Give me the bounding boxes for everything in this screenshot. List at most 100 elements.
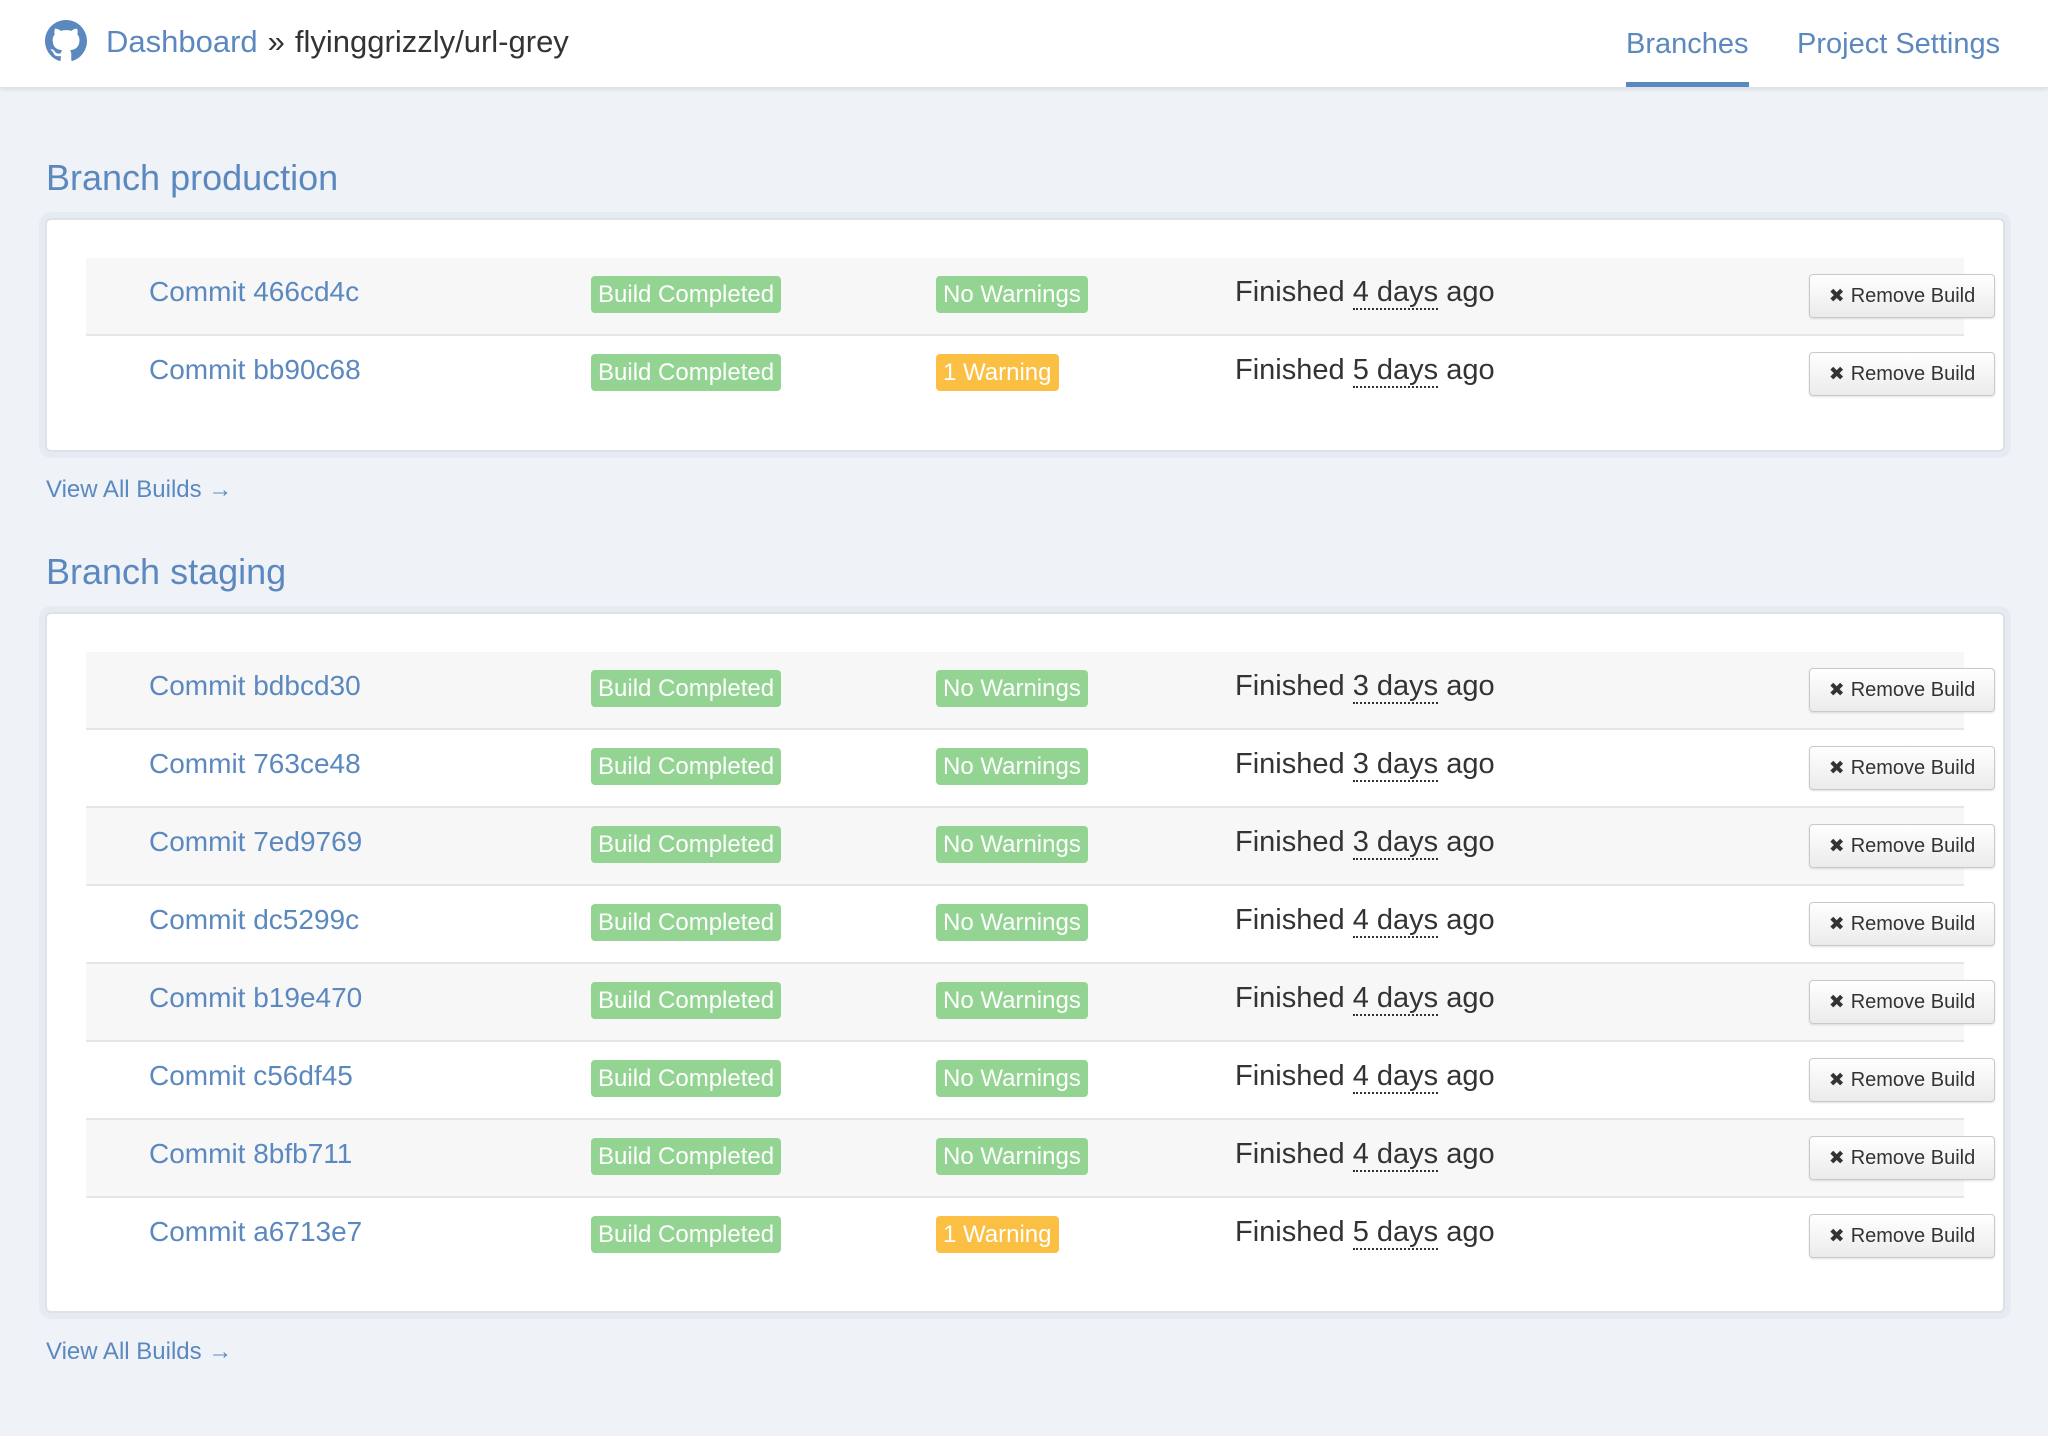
remove-build-label: Remove Build [1850, 835, 1976, 857]
commit-link[interactable]: Commit bdbcd30 [149, 670, 361, 701]
builds-panel: Commit 466cd4c Build Completed No Warnin… [45, 218, 2005, 452]
finished-suffix: ago [1446, 276, 1495, 308]
remove-build-button[interactable]: ✖ Remove Build [1809, 668, 1995, 712]
remove-build-button[interactable]: ✖ Remove Build [1809, 824, 1995, 868]
commit-link[interactable]: Commit b19e470 [149, 982, 363, 1013]
finished-time: Finished 5 days ago [1235, 350, 1495, 390]
close-icon: ✖ [1828, 364, 1845, 385]
build-row: Commit bb90c68 Build Completed 1 Warning… [86, 336, 1995, 414]
build-row: Commit dc5299c Build Completed No Warnin… [86, 886, 1995, 964]
remove-build-label: Remove Build [1850, 285, 1976, 307]
commit-link[interactable]: Commit 7ed9769 [149, 826, 363, 857]
finished-prefix: Finished [1235, 354, 1345, 386]
build-status-badge: Build Completed [591, 1138, 782, 1175]
finished-relative-time: 3 days [1352, 748, 1439, 782]
remove-build-label: Remove Build [1850, 679, 1976, 701]
build-status-badge: Build Completed [591, 354, 782, 391]
finished-time: Finished 4 days ago [1235, 272, 1495, 312]
top-bar: Dashboard » flyinggrizzly/url-grey Branche… [0, 0, 2048, 88]
finished-suffix: ago [1446, 1138, 1495, 1170]
close-icon: ✖ [1828, 1070, 1845, 1091]
remove-build-button[interactable]: ✖ Remove Build [1809, 902, 1995, 946]
finished-suffix: ago [1446, 826, 1495, 858]
warnings-badge: No Warnings [936, 904, 1088, 941]
warnings-badge: No Warnings [936, 1138, 1088, 1175]
build-row: Commit b19e470 Build Completed No Warnin… [86, 964, 1995, 1042]
view-all-builds-link[interactable]: View All Builds → [46, 476, 233, 503]
tab-branches[interactable]: Branches [1626, 24, 1749, 87]
finished-prefix: Finished [1235, 904, 1345, 936]
github-icon[interactable] [45, 20, 87, 62]
finished-suffix: ago [1446, 1060, 1495, 1092]
branch-title: Branch staging [46, 551, 287, 592]
finished-time: Finished 3 days ago [1235, 744, 1495, 784]
dashboard-link[interactable]: Dashboard [106, 24, 258, 59]
warnings-badge: No Warnings [936, 982, 1088, 1019]
build-status-badge: Build Completed [591, 1060, 782, 1097]
build-status-badge: Build Completed [591, 276, 782, 313]
remove-build-button[interactable]: ✖ Remove Build [1809, 274, 1995, 318]
finished-relative-time: 4 days [1352, 276, 1439, 310]
commit-link[interactable]: Commit 466cd4c [149, 276, 360, 307]
finished-prefix: Finished [1235, 1216, 1345, 1248]
build-status-badge: Build Completed [591, 1216, 782, 1253]
build-row: Commit bdbcd30 Build Completed No Warnin… [86, 652, 1995, 730]
builds-panel: Commit bdbcd30 Build Completed No Warnin… [45, 612, 2005, 1313]
finished-prefix: Finished [1235, 276, 1345, 308]
finished-suffix: ago [1446, 904, 1495, 936]
finished-prefix: Finished [1235, 748, 1345, 780]
finished-time: Finished 4 days ago [1235, 1134, 1495, 1174]
finished-suffix: ago [1446, 1216, 1495, 1248]
warnings-badge: No Warnings [936, 826, 1088, 863]
close-icon: ✖ [1828, 836, 1845, 857]
breadcrumb-separator: » [267, 24, 285, 59]
view-all-builds-link[interactable]: View All Builds → [46, 1338, 233, 1365]
finished-relative-time: 5 days [1352, 354, 1439, 388]
finished-prefix: Finished [1235, 826, 1345, 858]
build-row: Commit c56df45 Build Completed No Warnin… [86, 1042, 1995, 1120]
warnings-badge: No Warnings [936, 670, 1088, 707]
build-status-badge: Build Completed [591, 826, 782, 863]
commit-link[interactable]: Commit dc5299c [149, 904, 360, 935]
commit-link[interactable]: Commit a6713e7 [149, 1216, 363, 1247]
warnings-badge: No Warnings [936, 748, 1088, 785]
commit-link[interactable]: Commit 763ce48 [149, 748, 361, 779]
close-icon: ✖ [1828, 286, 1845, 307]
remove-build-button[interactable]: ✖ Remove Build [1809, 1058, 1995, 1102]
remove-build-button[interactable]: ✖ Remove Build [1809, 746, 1995, 790]
finished-relative-time: 4 days [1352, 1060, 1439, 1094]
finished-relative-time: 5 days [1352, 1216, 1439, 1250]
close-icon: ✖ [1828, 1148, 1845, 1169]
build-status-badge: Build Completed [591, 670, 782, 707]
commit-link[interactable]: Commit c56df45 [149, 1060, 353, 1091]
remove-build-button[interactable]: ✖ Remove Build [1809, 1214, 1995, 1258]
finished-prefix: Finished [1235, 670, 1345, 702]
remove-build-button[interactable]: ✖ Remove Build [1809, 352, 1995, 396]
remove-build-label: Remove Build [1850, 1069, 1976, 1091]
build-status-badge: Build Completed [591, 748, 782, 785]
warnings-badge: 1 Warning [936, 354, 1059, 391]
repo-name: flyinggrizzly/url-grey [294, 24, 569, 59]
warnings-badge: No Warnings [936, 276, 1088, 313]
warnings-badge: 1 Warning [936, 1216, 1059, 1253]
finished-relative-time: 3 days [1352, 826, 1439, 860]
close-icon: ✖ [1828, 758, 1845, 779]
breadcrumb: Dashboard » flyinggrizzly/url-grey [106, 22, 569, 62]
finished-suffix: ago [1446, 748, 1495, 780]
remove-build-button[interactable]: ✖ Remove Build [1809, 980, 1995, 1024]
remove-build-label: Remove Build [1850, 991, 1976, 1013]
remove-build-label: Remove Build [1850, 913, 1976, 935]
commit-link[interactable]: Commit bb90c68 [149, 354, 361, 385]
remove-build-button[interactable]: ✖ Remove Build [1809, 1136, 1995, 1180]
finished-suffix: ago [1446, 354, 1495, 386]
remove-build-label: Remove Build [1850, 757, 1976, 779]
finished-relative-time: 4 days [1352, 904, 1439, 938]
branch-title: Branch production [46, 157, 339, 198]
finished-relative-time: 4 days [1352, 982, 1439, 1016]
finished-time: Finished 3 days ago [1235, 666, 1495, 706]
tab-project-settings[interactable]: Project Settings [1797, 28, 2001, 60]
build-row: Commit a6713e7 Build Completed 1 Warning… [86, 1198, 1995, 1276]
finished-prefix: Finished [1235, 982, 1345, 1014]
build-row: Commit 8bfb711 Build Completed No Warnin… [86, 1120, 1995, 1198]
commit-link[interactable]: Commit 8bfb711 [149, 1138, 353, 1169]
